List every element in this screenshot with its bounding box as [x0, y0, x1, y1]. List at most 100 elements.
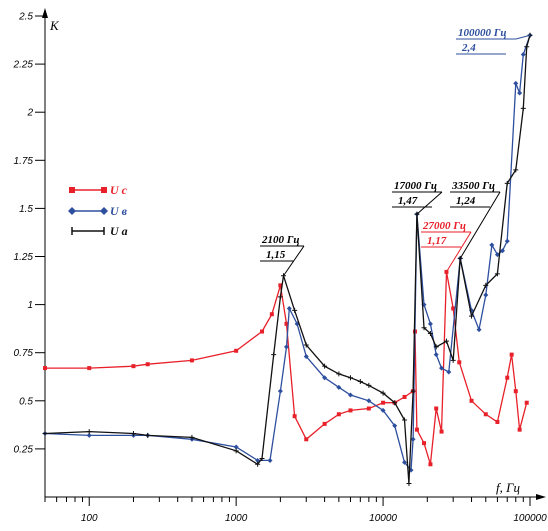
point-2-27	[443, 338, 449, 344]
x-axis-title: f, Гц	[496, 480, 521, 495]
legend-item-uc: U с	[69, 183, 128, 197]
point-2-10	[280, 273, 286, 279]
annotation-value-4: 2,4	[461, 42, 476, 54]
point-0-9	[284, 321, 289, 326]
point-2-26	[433, 344, 439, 350]
y-tick-label-7: 2	[26, 108, 33, 119]
point-0-11	[304, 437, 309, 442]
point-0-7	[269, 312, 274, 317]
point-1-33	[494, 252, 500, 258]
annotation-3: 33500 Гц 1,24	[450, 180, 501, 259]
legend-label-ua: U а	[110, 224, 128, 238]
point-0-8	[278, 283, 283, 288]
point-2-25	[427, 330, 433, 336]
annotation-leader-2	[446, 231, 472, 273]
annotation-freq-0: 2100 Гц	[261, 234, 300, 246]
point-1-19	[402, 459, 408, 465]
point-2-19	[392, 400, 398, 406]
point-0-28	[457, 360, 462, 365]
point-1-8	[277, 388, 283, 394]
legend-item-ua: U а	[71, 224, 128, 238]
annotation-freq-1: 17000 Гц	[394, 180, 437, 192]
annotation-4: 100000 Гц 2,4	[456, 27, 531, 55]
point-0-31	[495, 419, 500, 424]
series-line-2	[44, 35, 531, 484]
point-1-13	[322, 375, 328, 381]
y-tick-label-9: 2.5	[18, 12, 33, 23]
point-1-24	[427, 321, 433, 327]
point-1-12	[303, 354, 309, 360]
point-1-26	[439, 365, 445, 371]
point-1-14	[336, 384, 342, 390]
annotation-1: 17000 Гц 1,47	[392, 180, 443, 215]
point-1-38	[520, 51, 526, 57]
point-0-13	[336, 412, 341, 417]
point-0-6	[260, 329, 265, 334]
point-2-7	[259, 456, 265, 462]
annotation-freq-2: 27000 Гц	[422, 220, 466, 232]
point-1-17	[380, 407, 386, 413]
annotation-freq-4: 100000 Гц	[458, 27, 507, 39]
annotation-freq-3: 33500 Гц	[451, 180, 495, 192]
axes: K f, Гц	[42, 8, 546, 500]
point-2-18	[380, 390, 386, 396]
point-2-34	[513, 167, 519, 173]
legend-marker-ub-2	[100, 207, 108, 215]
point-2-28	[450, 357, 456, 363]
point-0-3	[145, 362, 150, 367]
point-0-24	[434, 406, 439, 411]
series-2	[42, 32, 533, 487]
point-2-20	[402, 417, 408, 423]
legend-marker-uc-2	[101, 187, 107, 193]
x-tick-label-2: 10000	[369, 513, 397, 524]
annotation-value-1: 1,47	[398, 195, 418, 207]
annotation-value-3: 1,24	[456, 195, 476, 207]
legend-marker-ub	[68, 207, 76, 215]
point-1-10	[286, 305, 292, 311]
point-2-3	[145, 432, 151, 438]
point-2-17	[366, 382, 372, 388]
point-0-27	[451, 306, 456, 311]
point-2-30	[469, 313, 475, 319]
point-2-31	[483, 282, 489, 288]
point-0-15	[366, 406, 371, 411]
point-1-36	[513, 80, 519, 86]
point-2-4	[189, 434, 195, 440]
point-2-24	[421, 325, 427, 331]
point-1-9	[283, 344, 289, 350]
annotation-leader-3	[459, 191, 501, 259]
point-1-35	[504, 238, 510, 244]
point-1-5	[233, 444, 239, 450]
point-2-8	[271, 352, 277, 358]
annotation-value-2: 1,17	[427, 235, 447, 247]
series-0	[43, 269, 529, 467]
point-0-21	[414, 427, 419, 432]
y-tick-label-3: 1	[27, 300, 33, 311]
point-2-14	[336, 371, 342, 377]
point-0-30	[483, 412, 488, 417]
point-0-22	[422, 441, 427, 446]
point-2-13	[322, 363, 328, 369]
ticks: 0.25 0.5 0.75 1 1.25 1.5 1.75 2 2.25 2.5 100 1000 10…	[13, 12, 548, 525]
point-1-7	[267, 457, 273, 463]
point-0-1	[87, 366, 92, 371]
x-tick-label-1: 1000	[225, 513, 248, 524]
point-1-37	[517, 90, 523, 96]
point-1-30	[476, 327, 482, 333]
point-0-14	[348, 408, 353, 413]
point-1-25	[433, 352, 439, 358]
point-1-1	[86, 432, 92, 438]
point-2-16	[357, 379, 363, 385]
point-2-32	[494, 271, 500, 277]
y-tick-label-6: 1.75	[14, 156, 34, 167]
annotation-leader-4	[515, 34, 531, 40]
point-2-9	[277, 294, 283, 300]
point-2-2	[130, 431, 136, 437]
point-2-5	[233, 448, 239, 454]
point-1-21	[410, 436, 416, 442]
point-0-10	[292, 414, 297, 419]
x-tick-label-3: 100000	[513, 513, 547, 524]
point-1-32	[489, 242, 495, 248]
point-1-16	[366, 398, 372, 404]
